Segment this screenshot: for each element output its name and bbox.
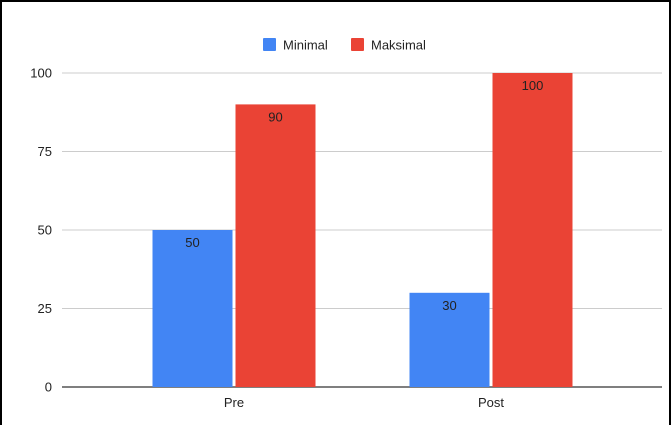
bars: 50 90 30 100 bbox=[152, 73, 573, 388]
legend-label-minimal: Minimal bbox=[283, 38, 328, 53]
bar-minimal-post bbox=[409, 292, 490, 387]
y-tick-label: 0 bbox=[45, 380, 52, 395]
x-tick-label: Post bbox=[478, 395, 504, 410]
x-axis-ticks: Pre Post bbox=[224, 395, 505, 410]
legend-swatch-minimal bbox=[263, 38, 276, 51]
data-label: 100 bbox=[522, 78, 544, 93]
x-tick-label: Pre bbox=[224, 395, 244, 410]
y-tick-label: 50 bbox=[38, 223, 52, 238]
legend-label-maksimal: Maksimal bbox=[371, 38, 426, 53]
y-axis-ticks: 0 25 50 75 100 bbox=[30, 66, 52, 395]
y-tick-label: 75 bbox=[38, 144, 52, 159]
data-label: 90 bbox=[268, 109, 282, 124]
legend: Minimal Maksimal bbox=[263, 38, 426, 53]
bar-maksimal-pre bbox=[235, 104, 316, 388]
bar-minimal-pre bbox=[152, 230, 233, 387]
legend-swatch-maksimal bbox=[351, 38, 364, 51]
y-tick-label: 100 bbox=[30, 66, 52, 81]
bar-maksimal-post bbox=[492, 73, 573, 387]
data-label: 30 bbox=[442, 298, 456, 313]
data-label: 50 bbox=[185, 235, 199, 250]
y-tick-label: 25 bbox=[38, 301, 52, 316]
